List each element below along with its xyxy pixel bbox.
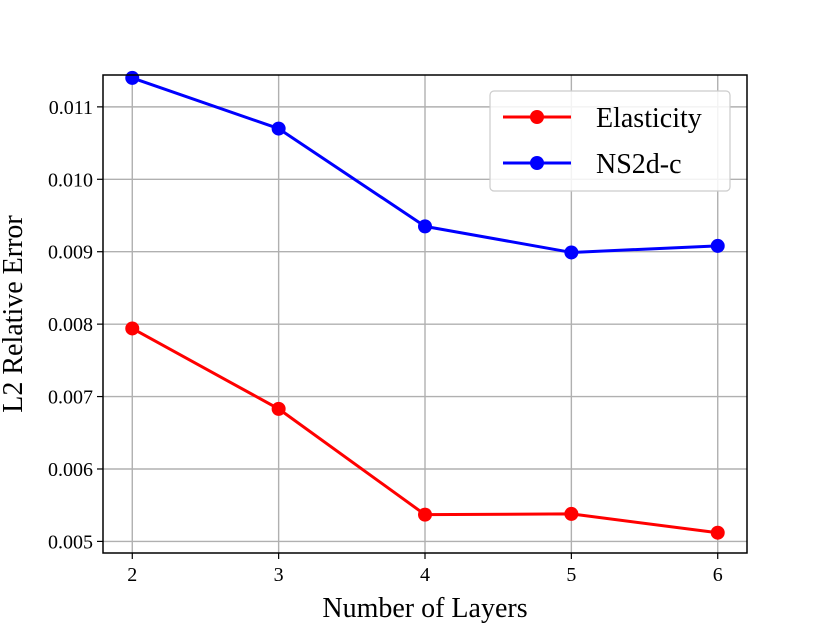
y-tick-label: 0.009 — [48, 242, 93, 264]
data-point-elasticity — [271, 401, 286, 416]
legend-swatch-marker-ns2d-c — [530, 156, 544, 170]
data-point-ns2d-c — [710, 238, 725, 253]
data-point-elasticity — [564, 506, 579, 521]
y-tick-label: 0.007 — [48, 387, 93, 409]
x-tick-label: 3 — [274, 564, 284, 586]
y-axis-label: L2 Relative Error — [0, 215, 29, 413]
legend-label-elasticity: Elasticity — [596, 103, 702, 134]
x-tick-label: 6 — [713, 564, 723, 586]
x-tick-label: 5 — [566, 564, 576, 586]
grid-lines — [103, 75, 747, 553]
y-tick-label: 0.008 — [48, 314, 93, 336]
x-axis-label: Number of Layers — [322, 593, 527, 623]
y-tick-label: 0.005 — [48, 531, 93, 553]
data-point-elasticity — [125, 321, 140, 336]
data-point-ns2d-c — [564, 245, 579, 260]
axis-ticks: 2 3 4 5 6 0.005 0.006 0.007 0.008 0.009 0.010 0.011 — [48, 97, 723, 586]
data-point-elasticity — [418, 507, 432, 522]
legend-label-ns2d-c: NS2d-c — [596, 149, 682, 180]
y-tick-label: 0.006 — [48, 459, 93, 481]
x-tick-label: 4 — [420, 564, 430, 586]
legend-swatch-marker-elasticity — [530, 110, 544, 124]
legend: Elasticity NS2d-c — [489, 90, 731, 192]
data-point-ns2d-c — [271, 121, 286, 136]
data-point-ns2d-c — [125, 70, 140, 85]
data-point-elasticity — [710, 525, 725, 540]
y-tick-label: 0.011 — [49, 97, 93, 119]
x-tick-label: 2 — [127, 564, 137, 586]
data-point-ns2d-c — [418, 219, 432, 234]
y-tick-label: 0.010 — [48, 169, 93, 191]
